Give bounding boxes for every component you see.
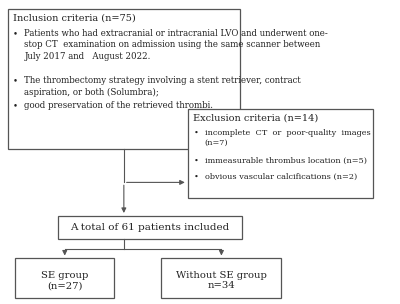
- Text: good preservation of the retrieved thrombi.: good preservation of the retrieved throm…: [24, 101, 213, 110]
- Text: Exclusion criteria (n=14): Exclusion criteria (n=14): [193, 114, 318, 123]
- Text: •: •: [193, 157, 198, 164]
- FancyBboxPatch shape: [188, 109, 374, 198]
- FancyBboxPatch shape: [8, 9, 240, 149]
- Text: immeasurable thrombus location (n=5): immeasurable thrombus location (n=5): [204, 157, 366, 164]
- Text: (n=27): (n=27): [47, 281, 82, 290]
- FancyBboxPatch shape: [58, 216, 242, 239]
- Text: Without SE group: Without SE group: [176, 271, 267, 280]
- FancyBboxPatch shape: [15, 258, 114, 298]
- FancyBboxPatch shape: [161, 258, 282, 298]
- Text: •: •: [13, 101, 18, 110]
- Text: The thrombectomy strategy involving a stent retriever, contract
aspiration, or b: The thrombectomy strategy involving a st…: [24, 76, 301, 97]
- Text: •: •: [193, 173, 198, 181]
- Text: A total of 61 patients included: A total of 61 patients included: [70, 223, 230, 232]
- Text: Inclusion criteria (n=75): Inclusion criteria (n=75): [13, 13, 136, 22]
- Text: incomplete  CT  or  poor-quality  images
(n=7): incomplete CT or poor-quality images (n=…: [204, 129, 370, 147]
- Text: •: •: [193, 129, 198, 137]
- Text: Patients who had extracranial or intracranial LVO and underwent one-
stop CT  ex: Patients who had extracranial or intracr…: [24, 29, 328, 61]
- Text: n=34: n=34: [208, 281, 235, 290]
- Text: SE group: SE group: [41, 271, 88, 280]
- Text: •: •: [13, 29, 18, 38]
- Text: obvious vascular calcifications (n=2): obvious vascular calcifications (n=2): [204, 173, 357, 181]
- Text: •: •: [13, 76, 18, 85]
